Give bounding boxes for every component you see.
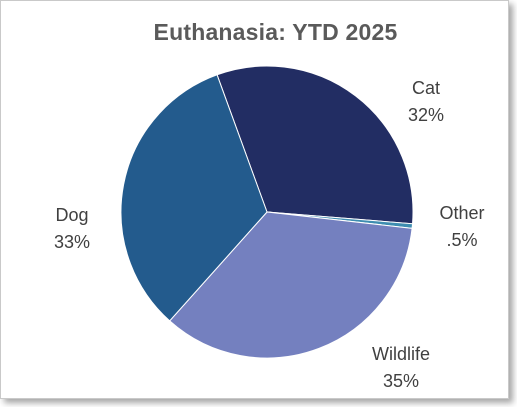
pie-slice-dog [120, 74, 268, 322]
chart-title: Euthanasia: YTD 2025 [153, 19, 398, 45]
slice-label-cat: Cat [412, 78, 440, 98]
slice-value-dog: 33% [54, 232, 90, 252]
slice-value-cat: 32% [408, 105, 444, 125]
slice-label-wildlife: Wildlife [372, 344, 430, 364]
slice-label-other: Other [439, 203, 484, 223]
pie-slice-wildlife [168, 211, 413, 359]
pie-slice-cat [216, 65, 414, 225]
slice-value-wildlife: 35% [383, 371, 419, 391]
slice-value-other: .5% [446, 230, 477, 250]
slice-label-dog: Dog [55, 205, 88, 225]
